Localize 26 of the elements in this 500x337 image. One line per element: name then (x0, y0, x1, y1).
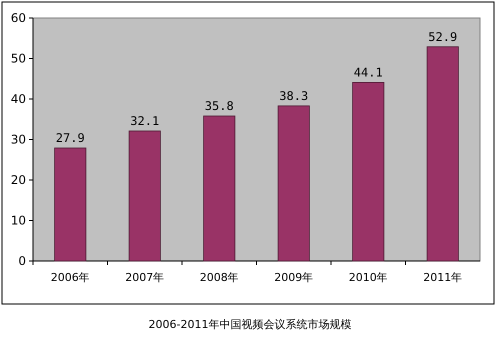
y-tick-label: 20 (10, 173, 26, 187)
y-tick-label: 0 (18, 254, 26, 268)
x-tick-label: 2006年 (50, 271, 90, 284)
y-tick-label: 30 (10, 132, 26, 146)
x-tick-label: 2007年 (125, 271, 164, 284)
y-tick-label: 60 (10, 11, 26, 25)
x-tick-label: 2008年 (200, 271, 239, 284)
y-tick-label: 40 (10, 92, 26, 106)
data-label: 52.9 (428, 30, 458, 44)
bar (352, 82, 384, 262)
data-label: 32.1 (130, 114, 160, 128)
y-tick-label: 10 (10, 214, 26, 228)
data-label: 38.3 (279, 88, 308, 103)
bar (203, 116, 236, 262)
x-tick-label: 2009年 (274, 271, 314, 284)
bar (426, 46, 459, 262)
y-tick-label: 50 (10, 52, 26, 66)
bar (128, 130, 161, 262)
bar (54, 148, 86, 262)
text: 2006-2011年中国视频会议系统市场规模 (148, 318, 352, 331)
data-label: 44.1 (354, 65, 383, 80)
x-tick-label: 2010年 (348, 271, 388, 284)
data-label: 35.8 (204, 99, 234, 114)
x-tick-label: 2011年 (423, 271, 462, 284)
bar (278, 105, 310, 262)
data-label: 27.9 (56, 131, 85, 146)
